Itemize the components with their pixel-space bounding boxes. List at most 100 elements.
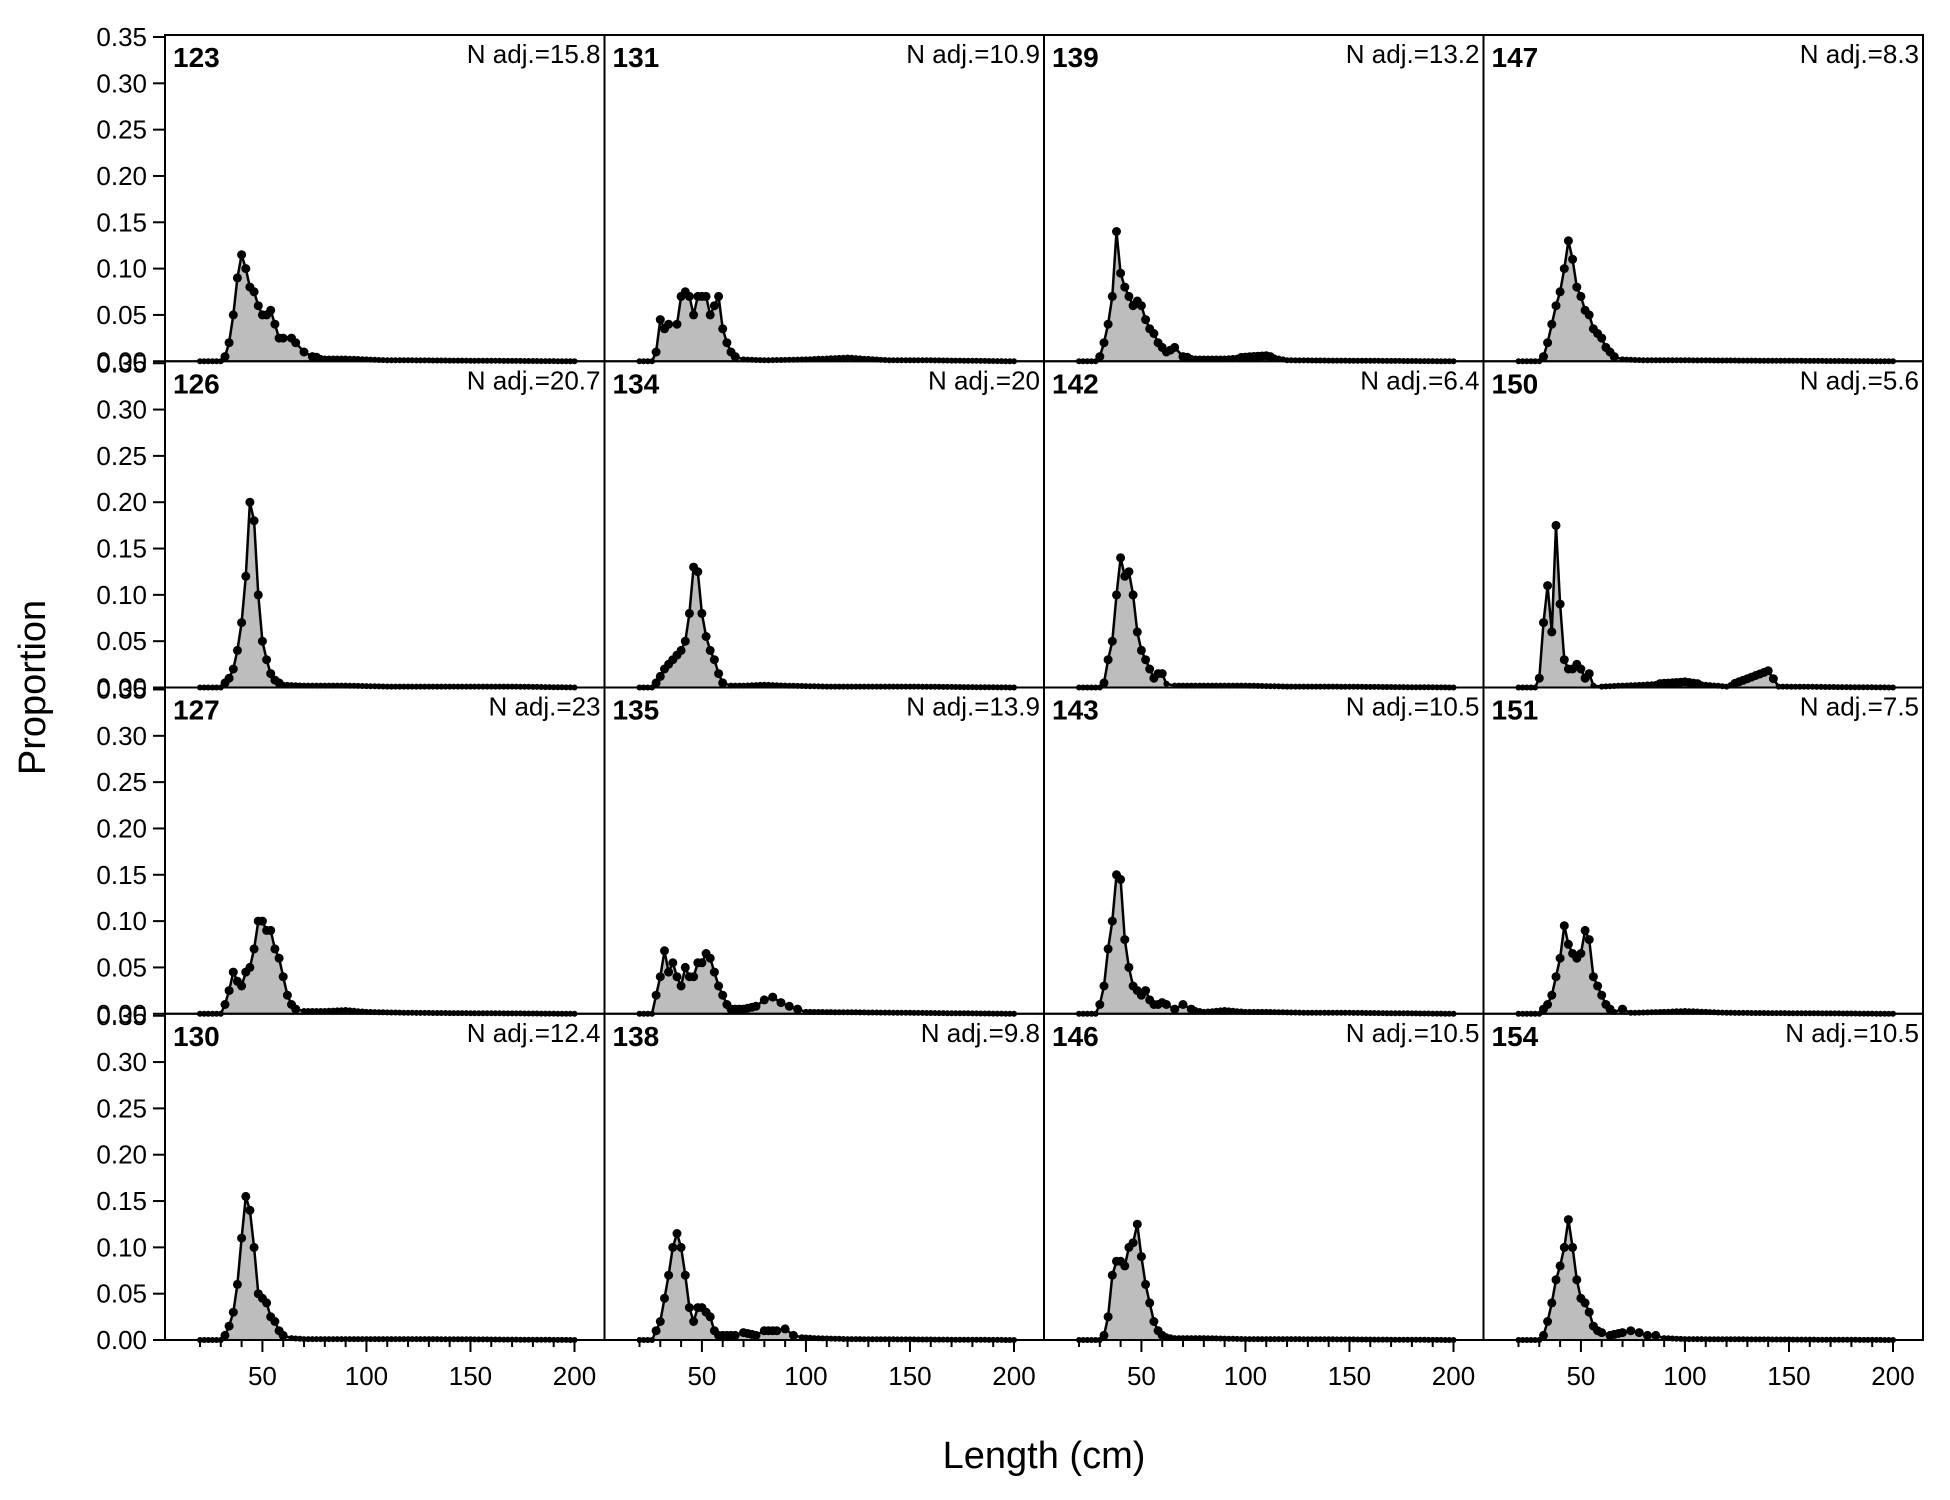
panel-border xyxy=(603,34,1045,363)
y-tick-label: 0.15 xyxy=(96,1186,147,1216)
data-point xyxy=(1563,939,1573,949)
data-point xyxy=(1136,645,1146,655)
data-point xyxy=(1095,1000,1105,1009)
data-point xyxy=(1136,1252,1146,1262)
data-point xyxy=(241,1191,251,1201)
n-adj-label: N adj.=12.4 xyxy=(467,1018,601,1048)
data-point xyxy=(249,516,259,526)
x-axis-title: Length (cm) xyxy=(943,1435,1146,1477)
data-point xyxy=(1103,319,1113,329)
distribution-area xyxy=(639,1233,1014,1340)
data-point xyxy=(1124,291,1134,301)
data-point xyxy=(651,1326,661,1336)
x-tick-label: 50 xyxy=(687,1361,716,1391)
data-point xyxy=(668,958,678,968)
y-tick-label: 0.00 xyxy=(96,1325,147,1355)
panel-id-label: 146 xyxy=(1052,1021,1099,1052)
data-point xyxy=(1559,655,1569,665)
data-point xyxy=(274,953,284,963)
n-adj-label: N adj.=10.9 xyxy=(906,39,1040,69)
n-adj-label: N adj.=15.8 xyxy=(467,39,601,69)
x-tick-label: 150 xyxy=(1767,1361,1810,1391)
data-point xyxy=(1141,655,1151,665)
data-point xyxy=(224,673,234,683)
y-tick-label: 0.30 xyxy=(96,395,147,425)
data-point xyxy=(1095,352,1105,362)
n-adj-label: N adj.=5.6 xyxy=(1800,365,1919,395)
data-point xyxy=(1686,1008,1693,1015)
distribution-area xyxy=(200,254,575,362)
panel-id-label: 126 xyxy=(173,368,220,399)
data-point xyxy=(1588,972,1598,982)
data-point xyxy=(1597,1328,1607,1338)
data-point xyxy=(232,1279,242,1289)
data-point xyxy=(1643,1330,1652,1340)
data-point xyxy=(1205,355,1211,362)
data-point xyxy=(1551,1275,1561,1285)
y-tick-label: 0.15 xyxy=(96,207,147,237)
y-tick-label: 0.35 xyxy=(96,22,147,52)
data-point xyxy=(697,608,707,618)
data-point xyxy=(330,355,337,362)
data-point xyxy=(1543,338,1553,348)
data-point xyxy=(232,645,242,655)
distribution-area xyxy=(1079,557,1454,688)
y-tick-label: 0.00 xyxy=(96,673,147,703)
data-point xyxy=(1200,355,1207,362)
data-point xyxy=(1559,921,1569,931)
data-point xyxy=(224,1321,234,1331)
data-point xyxy=(1626,1326,1636,1336)
x-tick-label: 200 xyxy=(553,1361,596,1391)
data-point xyxy=(257,916,267,926)
distribution-area xyxy=(1518,1219,1893,1340)
data-point xyxy=(701,632,711,641)
data-point xyxy=(718,990,728,1000)
n-adj-label: N adj.=7.5 xyxy=(1800,692,1919,722)
data-point xyxy=(1103,655,1113,665)
panel-146: 146 N adj.=10.5 50 100 150 200 xyxy=(1043,1012,1485,1391)
data-point xyxy=(270,944,280,954)
data-point xyxy=(278,972,288,982)
data-point xyxy=(278,333,288,343)
data-point xyxy=(1547,1298,1557,1308)
data-point xyxy=(1543,581,1553,591)
data-point xyxy=(228,664,238,674)
data-point xyxy=(249,287,259,297)
panel-123: 123 N adj.=15.8 0.00 0.05 0.10 0.15 0.20 0.25 0.… xyxy=(96,22,606,376)
data-point xyxy=(1099,338,1109,348)
data-point xyxy=(317,1008,324,1014)
panel-151: 151 N adj.=7.5 xyxy=(1482,686,1924,1017)
data-point xyxy=(655,972,665,982)
data-point xyxy=(751,1330,761,1340)
data-point xyxy=(1568,254,1578,264)
data-point xyxy=(237,618,247,628)
data-point xyxy=(672,1229,682,1238)
data-point xyxy=(676,981,686,991)
panel-id-label: 127 xyxy=(173,695,220,726)
panel-138: 138 N adj.=9.8 50 100 150 200 xyxy=(603,1012,1045,1391)
data-point xyxy=(334,355,341,362)
n-adj-label: N adj.=9.8 xyxy=(921,1018,1040,1048)
panel-126: 126 N adj.=20.7 0.00 0.05 0.10 0.15 0.20 0.25 0.… xyxy=(96,348,606,703)
n-adj-label: N adj.=8.3 xyxy=(1800,39,1919,69)
data-point xyxy=(1539,352,1548,362)
data-point xyxy=(1099,678,1109,688)
data-point xyxy=(676,645,686,655)
data-point xyxy=(1597,333,1607,343)
panel-border xyxy=(164,1012,606,1341)
data-point xyxy=(1555,953,1565,963)
data-point xyxy=(684,291,694,301)
data-point xyxy=(655,315,665,325)
data-point xyxy=(237,981,247,991)
panel-id-label: 130 xyxy=(173,1021,220,1052)
data-point xyxy=(1593,981,1603,991)
x-tick-label: 100 xyxy=(345,1361,388,1391)
data-point xyxy=(1618,1328,1627,1338)
panel-id-label: 150 xyxy=(1492,368,1539,399)
panel-id-label: 147 xyxy=(1492,42,1539,73)
y-tick-label: 0.30 xyxy=(96,721,147,751)
panel-id-label: 154 xyxy=(1492,1021,1539,1052)
data-point xyxy=(1141,986,1151,996)
data-point xyxy=(1178,1000,1188,1009)
